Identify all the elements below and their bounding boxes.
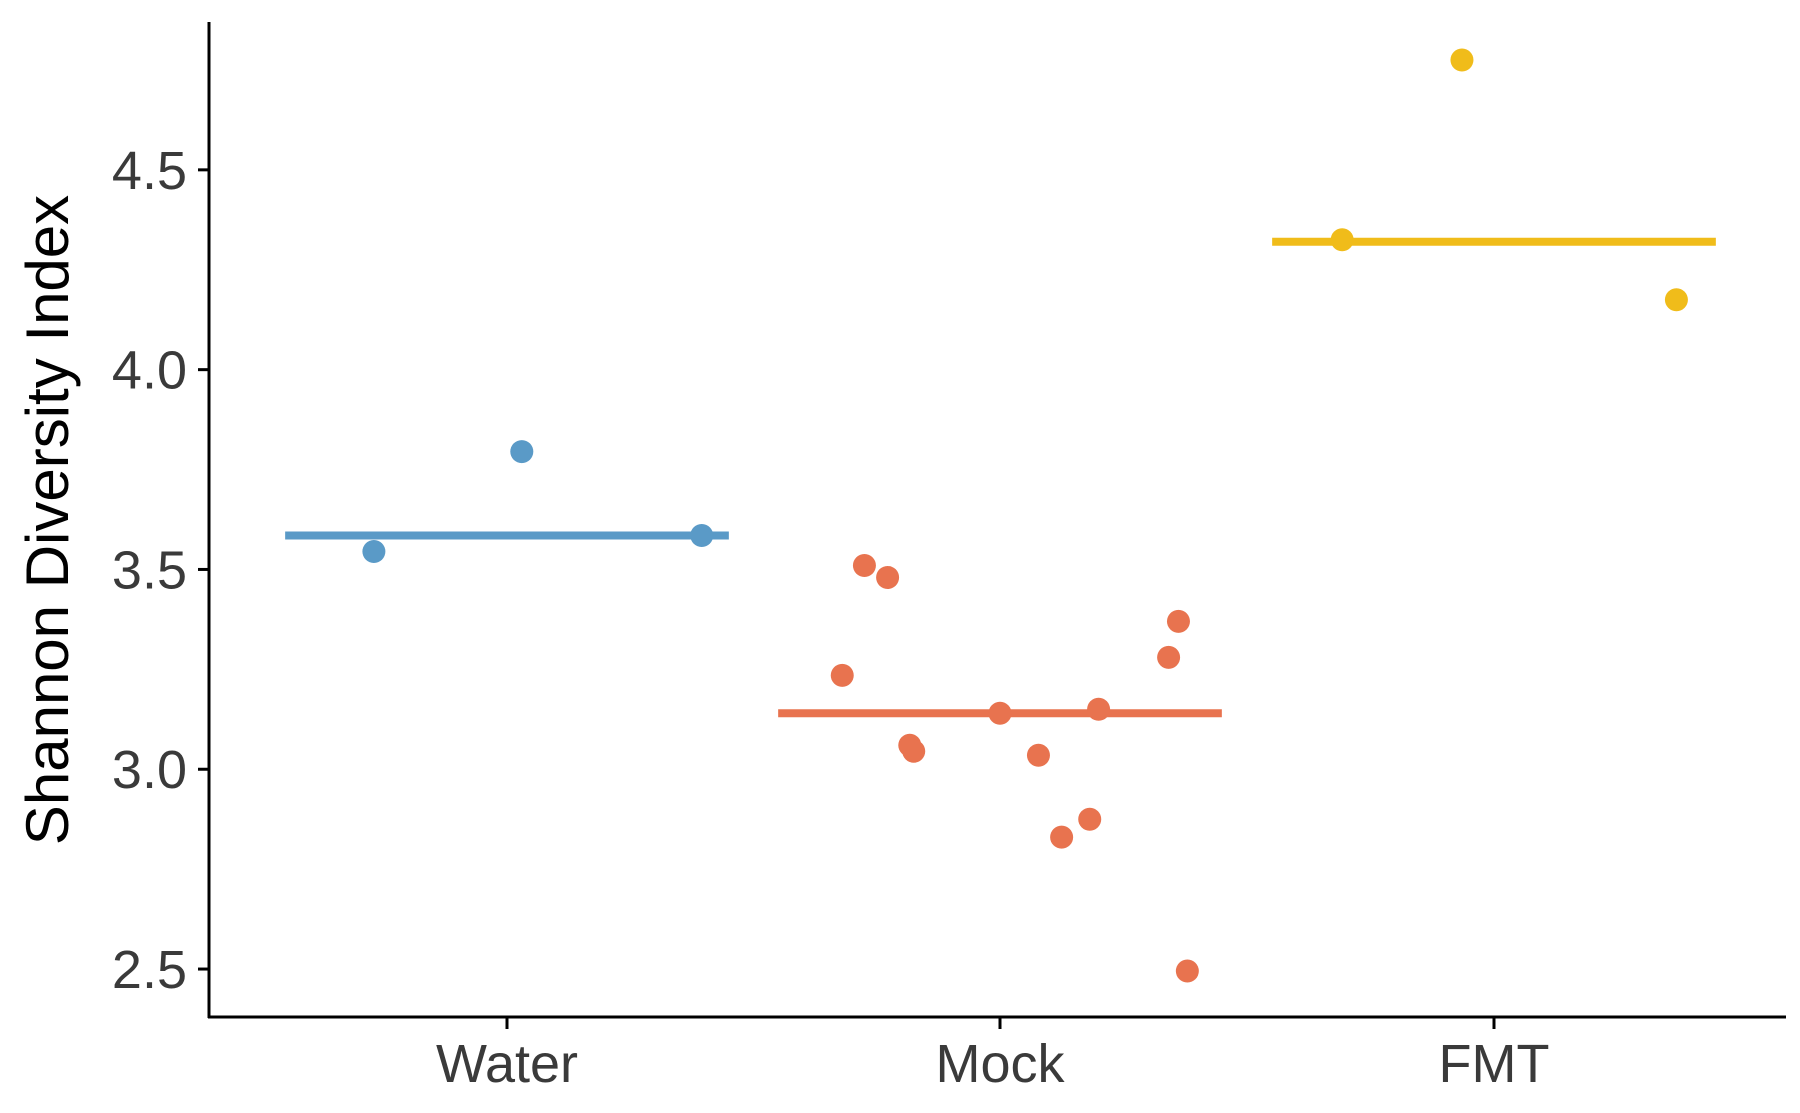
x-axis-ticks: Water Mock FMT (436, 1017, 1549, 1094)
data-point (1175, 959, 1199, 983)
data-point (876, 565, 900, 589)
data-point (1087, 697, 1111, 721)
y-axis-title: Shannon Diversity Index (14, 195, 81, 845)
series-water (285, 440, 729, 563)
x-tick-label: FMT (1439, 1034, 1550, 1094)
data-point (362, 539, 386, 563)
data-point (1664, 288, 1688, 312)
data-point (510, 440, 534, 464)
x-tick-label: Mock (935, 1034, 1065, 1094)
data-point (1330, 228, 1354, 252)
data-point (830, 663, 854, 687)
data-point (690, 523, 714, 547)
data-point (1050, 825, 1074, 849)
y-tick-label: 4.5 (112, 141, 187, 201)
plot-area (285, 48, 1716, 983)
data-point (988, 701, 1012, 725)
data-point (1078, 807, 1102, 831)
data-point (902, 739, 926, 763)
y-tick-label: 4.0 (112, 341, 187, 401)
x-tick-label: Water (436, 1034, 578, 1094)
series-fmt (1272, 48, 1716, 312)
y-tick-label: 3.5 (112, 540, 187, 600)
data-point (1166, 609, 1190, 633)
data-point (1157, 645, 1181, 669)
y-tick-label: 2.5 (112, 940, 187, 1000)
data-point (852, 553, 876, 577)
data-point (1450, 48, 1474, 72)
y-axis-ticks: 2.5 3.0 3.5 4.0 4.5 (112, 141, 209, 1000)
series-mock (778, 553, 1222, 983)
y-tick-label: 3.0 (112, 740, 187, 800)
data-point (1026, 743, 1050, 767)
